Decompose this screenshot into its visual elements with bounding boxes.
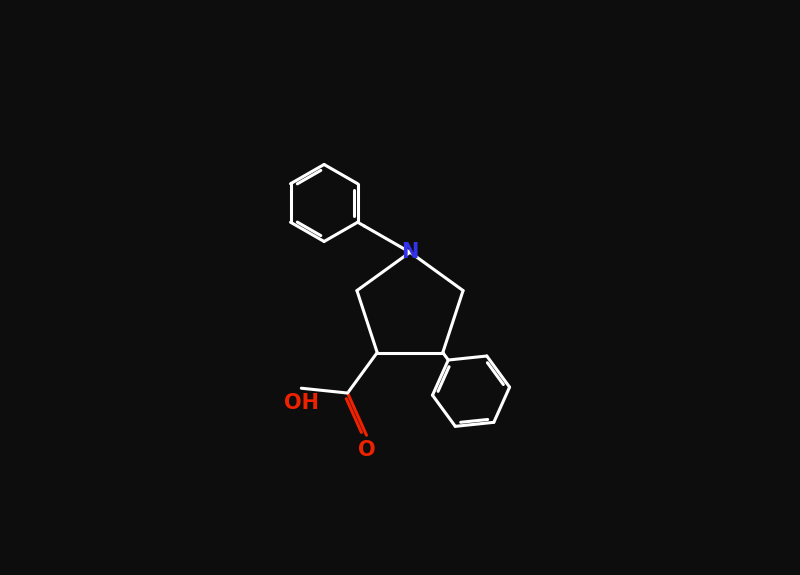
Text: N: N [402,242,418,262]
Text: O: O [358,440,375,460]
Text: OH: OH [284,393,319,413]
